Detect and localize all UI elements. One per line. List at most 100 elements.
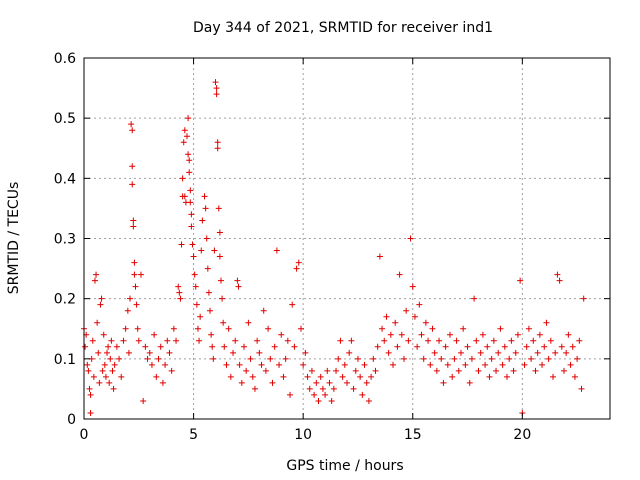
data-point [208,331,215,338]
data-point [216,253,223,260]
data-point [306,385,313,392]
data-point [539,361,546,368]
data-point [87,409,94,416]
data-point [284,337,291,344]
data-point [484,343,491,350]
data-point [400,355,407,362]
chart-title: Day 344 of 2021, SRMTID for receiver ind… [193,20,493,36]
data-point [543,319,550,326]
data-point [181,127,188,134]
data-point [201,193,208,200]
data-point [111,361,118,368]
data-point [243,367,250,374]
data-point [411,313,418,320]
data-point [451,355,458,362]
data-point [131,271,138,278]
data-point [324,367,331,374]
data-point [379,325,386,332]
data-point [84,361,91,368]
data-point [387,331,394,338]
data-point [104,349,111,356]
data-point [173,337,180,344]
data-point [187,187,194,194]
data-point [186,169,193,176]
data-point [132,283,139,290]
data-point [202,205,209,212]
data-point [151,331,158,338]
data-point [204,265,211,272]
data-point [311,391,318,398]
data-point [475,367,482,374]
data-point [330,385,337,392]
data-point [190,253,197,260]
data-point [440,379,447,386]
data-point [372,367,379,374]
data-point [130,223,137,230]
data-point [501,343,508,350]
data-point [322,391,329,398]
data-point [510,367,517,374]
data-point [376,253,383,260]
data-point [532,367,539,374]
data-point [96,379,103,386]
data-point [85,367,92,374]
data-point [133,301,140,308]
data-point [420,355,427,362]
data-point [457,349,464,356]
data-point [552,349,559,356]
data-point [447,331,454,338]
data-point [357,373,364,380]
data-point [178,241,185,248]
data-point [464,343,471,350]
data-point [486,373,493,380]
data-point [106,379,113,386]
data-point [191,271,198,278]
data-point [155,355,162,362]
data-point [230,349,237,356]
data-point [506,355,513,362]
data-point [245,319,252,326]
data-point [326,379,333,386]
data-point [185,151,192,158]
data-point [403,307,410,314]
data-point [567,361,574,368]
data-point [374,343,381,350]
data-point [431,349,438,356]
data-point [215,205,222,212]
data-point [477,349,484,356]
data-point [271,343,278,350]
data-point [422,319,429,326]
data-point [333,367,340,374]
data-point [493,367,500,374]
data-point [207,307,214,314]
data-point [576,337,583,344]
y-tick-label: 0.5 [54,111,76,127]
data-point [110,385,117,392]
data-point [287,391,294,398]
data-point [346,349,353,356]
data-point [368,373,375,380]
data-point [128,121,135,128]
data-point [142,343,149,350]
y-tick-label: 0.2 [54,292,76,308]
data-point [291,343,298,350]
data-point [425,337,432,344]
data-point [462,361,469,368]
data-point [184,133,191,140]
data-point [197,313,204,320]
data-point [213,85,220,92]
data-point [108,337,115,344]
data-point [337,337,344,344]
data-point [225,325,232,332]
data-point [574,355,581,362]
data-point [213,91,220,98]
data-point [315,397,322,404]
data-point [211,247,218,254]
data-point [176,289,183,296]
data-point [193,301,200,308]
data-point [352,367,359,374]
data-point [87,391,94,398]
data-point [563,349,570,356]
data-point [129,163,136,170]
data-point [558,343,565,350]
